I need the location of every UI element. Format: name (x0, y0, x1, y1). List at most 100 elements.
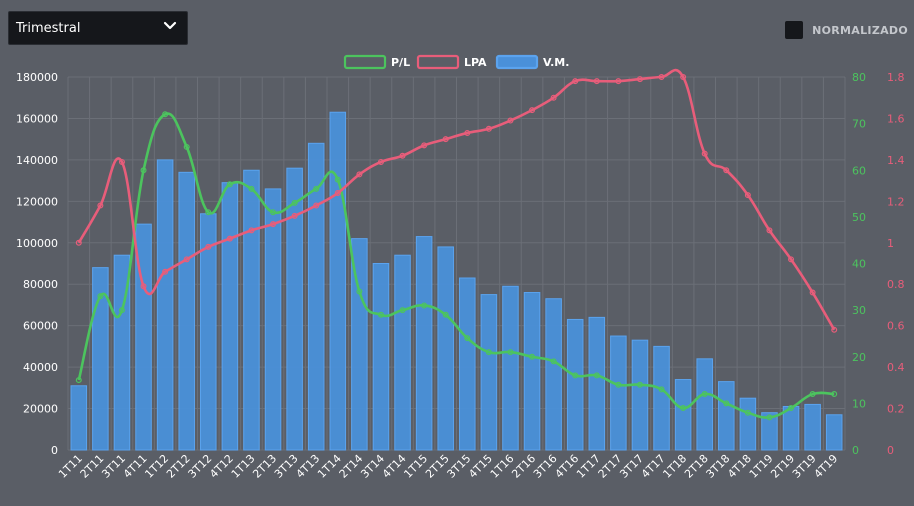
x-tick-label: 4T13 (294, 452, 323, 481)
lpa-point (485, 125, 492, 132)
lpa-point (442, 136, 449, 143)
lpa-point (356, 171, 363, 178)
lpa-point (658, 73, 665, 80)
x-tick-label: 3T16 (531, 452, 560, 481)
line-series (75, 68, 838, 421)
x-tick-label: 4T14 (380, 452, 409, 481)
y-left-tick-label: 140000 (16, 154, 58, 167)
x-tick-label: 2T19 (768, 452, 797, 481)
pl-point (507, 349, 514, 356)
bar (415, 236, 433, 451)
y-left-tick-label: 60000 (23, 320, 58, 333)
pl-point (636, 381, 643, 388)
y-left-tick-label: 80000 (23, 278, 58, 291)
normalize-toggle[interactable]: NORMALIZADO (785, 21, 908, 39)
legend-label: V.M. (543, 56, 569, 69)
pl-point (118, 307, 125, 314)
pl-line (77, 112, 835, 419)
pl-point (205, 209, 212, 216)
pl-point (313, 185, 320, 192)
x-tick-label: 3T17 (617, 452, 646, 481)
x-tick-label: 2T12 (164, 452, 193, 481)
x-tick-label: 3T12 (186, 452, 215, 481)
bar (286, 167, 303, 451)
pl-point (615, 381, 622, 388)
lpa-point (248, 227, 255, 234)
y-right-lpa-tick-label: 0.4 (887, 361, 905, 374)
lpa-point (723, 167, 730, 174)
bar (610, 335, 627, 451)
y-left-tick-label: 40000 (23, 361, 58, 374)
pl-point (485, 349, 492, 356)
lpa-point (162, 268, 169, 275)
lpa-point (529, 107, 536, 114)
x-tick-label: 4T17 (639, 452, 668, 481)
x-tick-label: 2T11 (78, 452, 107, 481)
pl-point (788, 405, 795, 412)
bar (178, 171, 195, 451)
chart-legend: P/L LPA V.M. (343, 54, 569, 70)
x-tick-label: 1T15 (401, 452, 430, 481)
lpa-point (701, 150, 708, 157)
legend-label: P/L (391, 56, 410, 69)
y-left-tick-label: 100000 (16, 237, 58, 250)
pl-point (658, 386, 665, 393)
bar (243, 169, 260, 451)
x-tick-label: 3T18 (704, 452, 733, 481)
lpa-point (334, 190, 341, 197)
y-left-tick-label: 20000 (23, 403, 58, 416)
x-tick-label: 1T14 (315, 452, 344, 481)
legend-label: LPA (464, 56, 487, 69)
bar (70, 385, 88, 451)
bar (782, 405, 800, 451)
bar (351, 238, 368, 451)
pl-point (680, 405, 687, 412)
lpa-point (831, 326, 838, 333)
y-right-pl-tick-label: 30 (852, 304, 866, 317)
lpa-point (270, 221, 277, 228)
pl-point (162, 111, 169, 118)
bar (566, 318, 584, 451)
bar (480, 294, 498, 451)
lpa-point (766, 227, 773, 234)
chart-grid (67, 76, 846, 451)
x-tick-label: 1T19 (747, 452, 776, 481)
bar (674, 379, 692, 451)
y-right-pl-tick-label: 10 (852, 397, 866, 410)
pl-point (248, 185, 255, 192)
bar (92, 267, 109, 451)
y-right-lpa-tick-label: 1.2 (887, 195, 905, 208)
legend-swatch (416, 54, 460, 70)
period-select[interactable]: Trimestral (8, 11, 188, 45)
x-tick-label: 1T12 (142, 452, 171, 481)
lpa-line (77, 68, 836, 331)
y-right-lpa-tick-label: 1.6 (887, 112, 905, 125)
y-right-lpa-tick-label: 1 (887, 237, 894, 250)
period-select-value: Trimestral (16, 21, 81, 36)
chevron-down-icon (163, 21, 177, 30)
x-tick-label: 3T15 (445, 452, 474, 481)
pl-point (550, 358, 557, 365)
lpa-point (291, 212, 298, 219)
bar (502, 285, 519, 451)
y-left-tick-label: 180000 (16, 71, 58, 84)
bar (588, 316, 606, 451)
pl-point (291, 199, 298, 206)
bar (523, 292, 541, 451)
x-tick-label: 3T19 (790, 452, 819, 481)
x-tick-label: 2T15 (423, 452, 452, 481)
lpa-point (183, 256, 190, 263)
y-right-lpa-tick-label: 0.2 (887, 403, 905, 416)
normalize-checkbox[interactable] (785, 21, 804, 39)
lpa-point (205, 243, 212, 250)
pl-point (356, 288, 363, 295)
pl-point (75, 377, 82, 384)
bar (761, 412, 778, 451)
pl-point (270, 209, 277, 216)
bar (372, 263, 390, 451)
lpa-point (744, 192, 751, 199)
pl-point (226, 181, 233, 188)
bar (135, 223, 152, 451)
lpa-point (377, 158, 384, 165)
bar (221, 182, 239, 451)
